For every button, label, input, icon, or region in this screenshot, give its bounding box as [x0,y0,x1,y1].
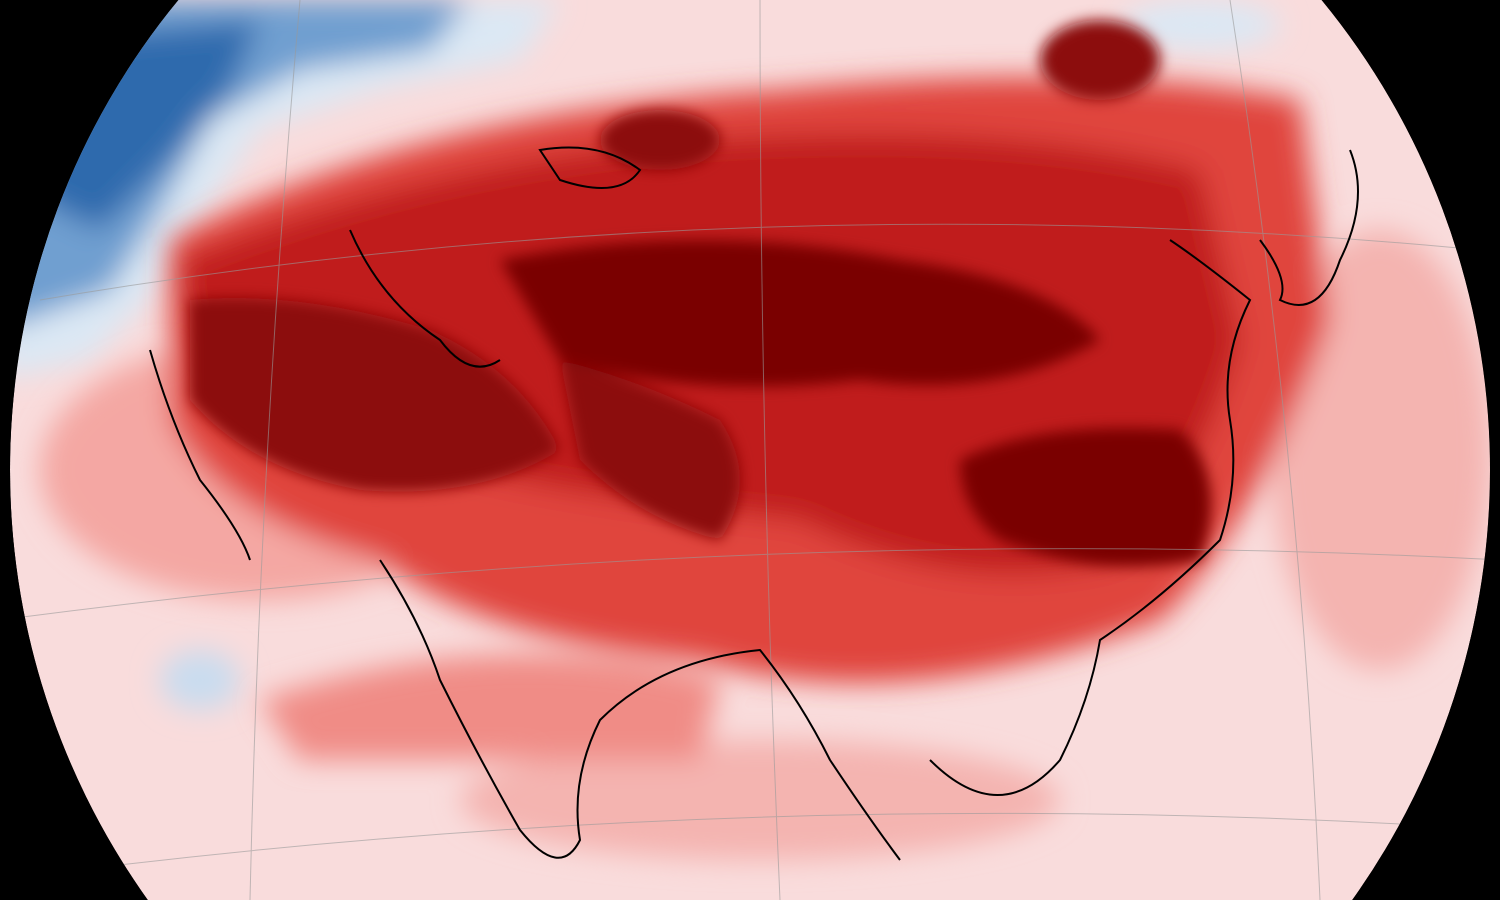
extreme-anomaly-region [190,20,1212,567]
coastlines [149,146,1359,861]
